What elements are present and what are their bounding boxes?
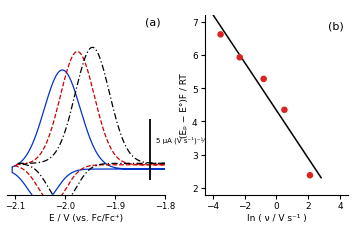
Point [237, 56, 243, 60]
Text: (b): (b) [328, 21, 344, 31]
X-axis label: E / V (vs. Fc/Fc⁺): E / V (vs. Fc/Fc⁺) [49, 213, 123, 222]
Text: (a): (a) [145, 17, 160, 27]
Point [307, 174, 313, 177]
X-axis label: ln ( ν / V s⁻¹ ): ln ( ν / V s⁻¹ ) [247, 213, 306, 222]
Y-axis label: (Eₚ − E°)F / RT: (Eₚ − E°)F / RT [180, 73, 189, 138]
Point [218, 33, 223, 37]
Text: 5 μA (V s⁻¹)⁻½: 5 μA (V s⁻¹)⁻½ [156, 136, 208, 143]
Point [281, 109, 287, 112]
Point [261, 78, 266, 81]
